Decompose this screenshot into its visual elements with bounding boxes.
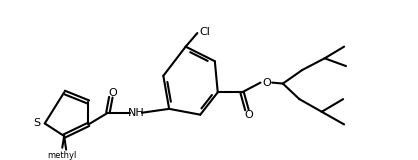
Text: O: O [245, 110, 253, 120]
Text: methyl: methyl [48, 151, 77, 160]
Text: S: S [33, 118, 41, 128]
Text: NH: NH [128, 108, 145, 118]
Text: O: O [262, 78, 271, 88]
Text: Cl: Cl [200, 27, 211, 37]
Text: O: O [108, 88, 117, 98]
